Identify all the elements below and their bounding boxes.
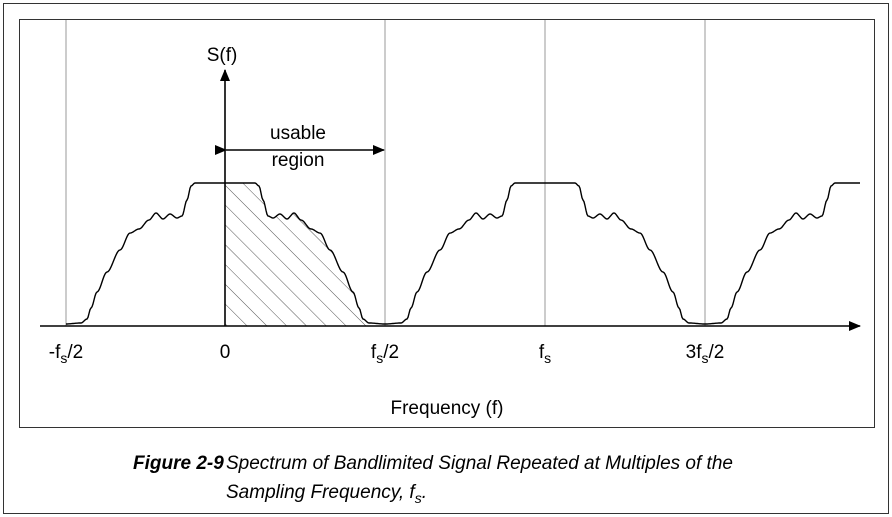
tick-subscript: s (544, 350, 551, 366)
tick-text: /2 (709, 342, 725, 363)
tick-label: fs (539, 342, 551, 366)
spectrum-curve (66, 182, 860, 325)
tick-label: fs/2 (371, 342, 399, 366)
caption-text: Spectrum of Bandlimited Signal Repeated … (226, 453, 733, 474)
usable-area (225, 183, 368, 326)
x-axis-label: Frequency (f) (391, 398, 504, 419)
tick-subscript: s (376, 350, 383, 366)
caption-line: Figure 2-9 Spectrum of Bandlimited Signal… (133, 453, 733, 474)
tick-text: f (371, 342, 377, 363)
tick-labels: -fs/2 0 fs/2 fs 3fs/2 (49, 342, 725, 366)
tick-label: -fs/2 (49, 342, 83, 366)
tick-text: /2 (67, 342, 83, 363)
period-lines (65, 20, 706, 326)
figure-number: Figure 2-9 (133, 453, 224, 474)
plot-frame (19, 19, 875, 428)
tick-label: 3fs/2 (686, 342, 725, 366)
caption-subscript: s (415, 490, 422, 506)
tick-label: 0 (220, 342, 231, 363)
tick-text: -f (49, 342, 61, 363)
tick-subscript: s (60, 350, 67, 366)
tick-subscript: s (702, 350, 709, 366)
annotation: usable (270, 123, 326, 144)
y-axis-label: S(f) (207, 45, 238, 66)
tick-text: /2 (383, 342, 399, 363)
annotation: region (272, 150, 325, 171)
tick-text: 0 (220, 342, 231, 363)
caption-text: . (422, 482, 427, 503)
caption-line: Sampling Frequency, fs. (226, 482, 427, 506)
caption-text: Sampling Frequency, f (226, 482, 416, 503)
tick-text: f (539, 342, 545, 363)
tick-text: 3f (686, 342, 703, 363)
